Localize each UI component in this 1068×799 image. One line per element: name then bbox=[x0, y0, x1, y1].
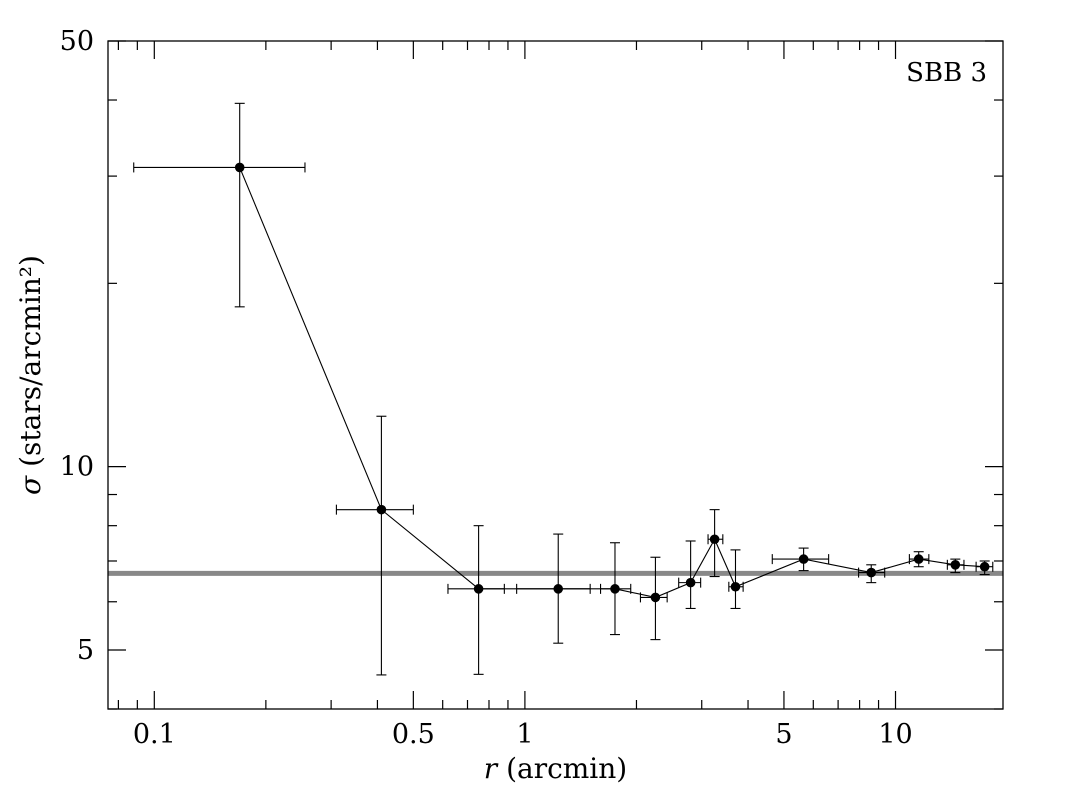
x-axis-label-text: (arcmin) bbox=[497, 752, 627, 785]
y-axis-label-text: (stars/arcmin²) bbox=[14, 255, 47, 476]
data-point bbox=[866, 567, 877, 578]
y-axis-label: σ (stars/arcmin²) bbox=[14, 255, 47, 495]
x-tick-label: 5 bbox=[775, 719, 792, 750]
y-tick-label: 10 bbox=[60, 452, 94, 483]
data-point bbox=[730, 581, 741, 592]
x-tick-label: 0.1 bbox=[133, 719, 176, 750]
x-axis-label-symbol: r bbox=[484, 752, 499, 785]
chart-annotation: SBB 3 bbox=[906, 58, 987, 88]
data-point bbox=[950, 559, 961, 570]
data-point bbox=[553, 584, 564, 594]
y-axis-label-symbol: σ bbox=[14, 475, 47, 495]
data-point bbox=[473, 584, 484, 594]
x-tick-label: 10 bbox=[878, 719, 912, 750]
data-point bbox=[234, 162, 245, 173]
x-tick-label: 0.5 bbox=[392, 719, 435, 750]
x-axis-label: r (arcmin) bbox=[484, 752, 627, 785]
data-point bbox=[650, 592, 661, 603]
data-series bbox=[133, 102, 994, 676]
data-point bbox=[685, 577, 696, 588]
data-point bbox=[709, 534, 720, 545]
data-point bbox=[798, 554, 809, 564]
data-point bbox=[610, 584, 620, 594]
data-point bbox=[913, 554, 924, 564]
series-line bbox=[239, 167, 985, 598]
plot-frame bbox=[107, 40, 1004, 710]
axis-ticks bbox=[108, 40, 1003, 710]
x-tick-label: 1 bbox=[516, 719, 533, 750]
y-tick-label: 5 bbox=[77, 635, 94, 666]
data-point bbox=[979, 561, 990, 572]
data-point bbox=[376, 504, 387, 515]
y-tick-label: 50 bbox=[60, 26, 94, 57]
